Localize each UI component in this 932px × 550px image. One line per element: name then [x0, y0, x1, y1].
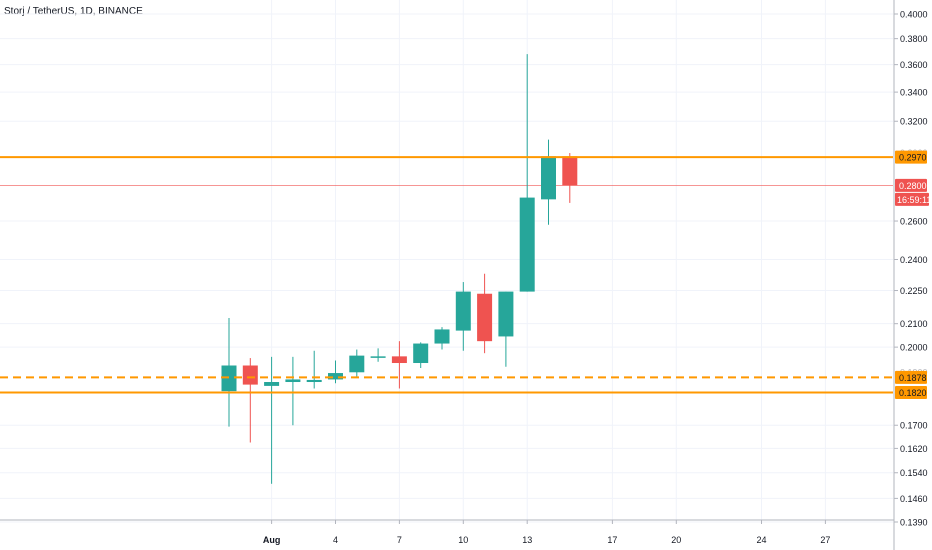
symbol-title: Storj / TetherUS, 1D, BINANCE — [4, 6, 143, 17]
candle-body — [519, 197, 535, 292]
candle-body — [370, 356, 386, 358]
candle-body — [562, 156, 578, 186]
level-label: 0.1878 — [899, 373, 927, 383]
level-label-bg — [895, 150, 927, 164]
candle-body — [455, 291, 471, 331]
candle-body — [541, 156, 556, 200]
x-tick-label: 7 — [397, 535, 402, 545]
candle-body — [306, 379, 322, 383]
y-tick-label: 0.1620 — [900, 444, 928, 454]
y-tick-label: 0.2400 — [900, 255, 928, 265]
y-tick-label: 0.3800 — [900, 34, 928, 44]
x-tick-label: 27 — [820, 535, 830, 545]
y-tick-label: 0.2600 — [900, 217, 928, 227]
y-tick-label: 0.3600 — [900, 60, 928, 70]
candle-body — [242, 365, 258, 385]
x-tick-label: 10 — [458, 535, 468, 545]
y-tick-label: 0.2100 — [900, 319, 928, 329]
countdown-label: 16:59:11 — [897, 195, 931, 205]
x-tick-label: 24 — [756, 535, 766, 545]
last-price-label: 0.2800 — [899, 181, 927, 191]
y-tick-label: 0.3200 — [900, 117, 928, 127]
x-tick-label: 17 — [607, 535, 617, 545]
candle-body — [328, 373, 343, 380]
level-label-bg — [895, 370, 927, 384]
x-tick-label: Aug — [263, 535, 281, 545]
candle-body — [434, 329, 450, 344]
y-tick-label: 0.1460 — [900, 494, 928, 504]
last-price-label-bg — [895, 178, 927, 192]
y-tick-label: 0.2000 — [900, 343, 928, 353]
level-label-bg — [895, 385, 927, 399]
x-tick-label: 13 — [522, 535, 532, 545]
candle-body — [349, 355, 365, 373]
candle-body — [477, 293, 493, 342]
candle-body — [285, 379, 301, 383]
y-tick-label: 0.1700 — [900, 421, 928, 431]
level-label: 0.1820 — [899, 388, 927, 398]
countdown-label-bg — [895, 192, 929, 206]
y-tick-label: 0.1390 — [900, 518, 928, 528]
y-tick-label: 0.3400 — [900, 88, 928, 98]
candle-body — [413, 343, 429, 364]
candle-body — [264, 382, 280, 386]
x-tick-label: 4 — [333, 535, 338, 545]
candle-body — [498, 291, 514, 337]
x-tick-label: 20 — [671, 535, 681, 545]
y-tick-label: 0.2250 — [900, 286, 928, 296]
y-tick-label: 0.1540 — [900, 468, 928, 478]
level-label: 0.2970 — [899, 153, 927, 163]
candle-body — [391, 356, 407, 364]
y-tick-label: 0.4000 — [900, 10, 928, 20]
